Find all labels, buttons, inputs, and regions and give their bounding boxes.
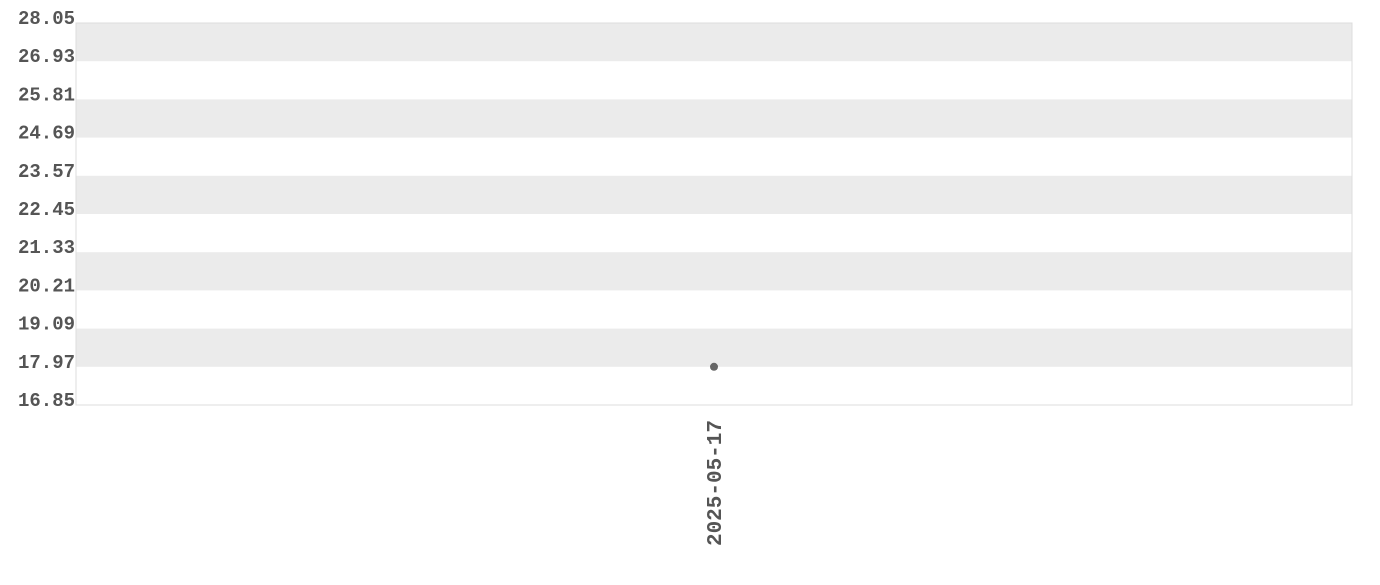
- y-tick-label: 19.09: [18, 314, 75, 336]
- y-tick-label: 21.33: [18, 237, 75, 259]
- y-tick-label: 16.85: [18, 390, 75, 412]
- grid-bands: [76, 23, 1352, 367]
- x-axis-ticks: 2025-05-17: [705, 420, 728, 546]
- y-tick-label: 22.45: [18, 199, 75, 221]
- plot-frame: [75, 22, 1353, 406]
- y-tick-label: 28.05: [18, 8, 75, 30]
- grid-band: [76, 99, 1352, 138]
- y-tick-label: 23.57: [18, 161, 75, 183]
- grid-band: [76, 252, 1352, 291]
- data-point[interactable]: [710, 362, 718, 371]
- x-tick-label: 2025-05-17: [705, 420, 728, 546]
- y-tick-label: 25.81: [18, 84, 75, 106]
- data-points: [710, 362, 718, 371]
- grid-band: [76, 175, 1352, 214]
- y-tick-label: 26.93: [18, 46, 75, 68]
- y-tick-label: 20.21: [18, 275, 75, 297]
- y-tick-label: 17.97: [18, 352, 75, 374]
- y-tick-label: 24.69: [18, 123, 75, 145]
- y-axis-ticks: 16.85 17.97 19.09 20.21 21.33 22.45 23.57 24.69…: [18, 8, 75, 412]
- grid-band: [76, 328, 1352, 367]
- grid-band: [76, 23, 1352, 62]
